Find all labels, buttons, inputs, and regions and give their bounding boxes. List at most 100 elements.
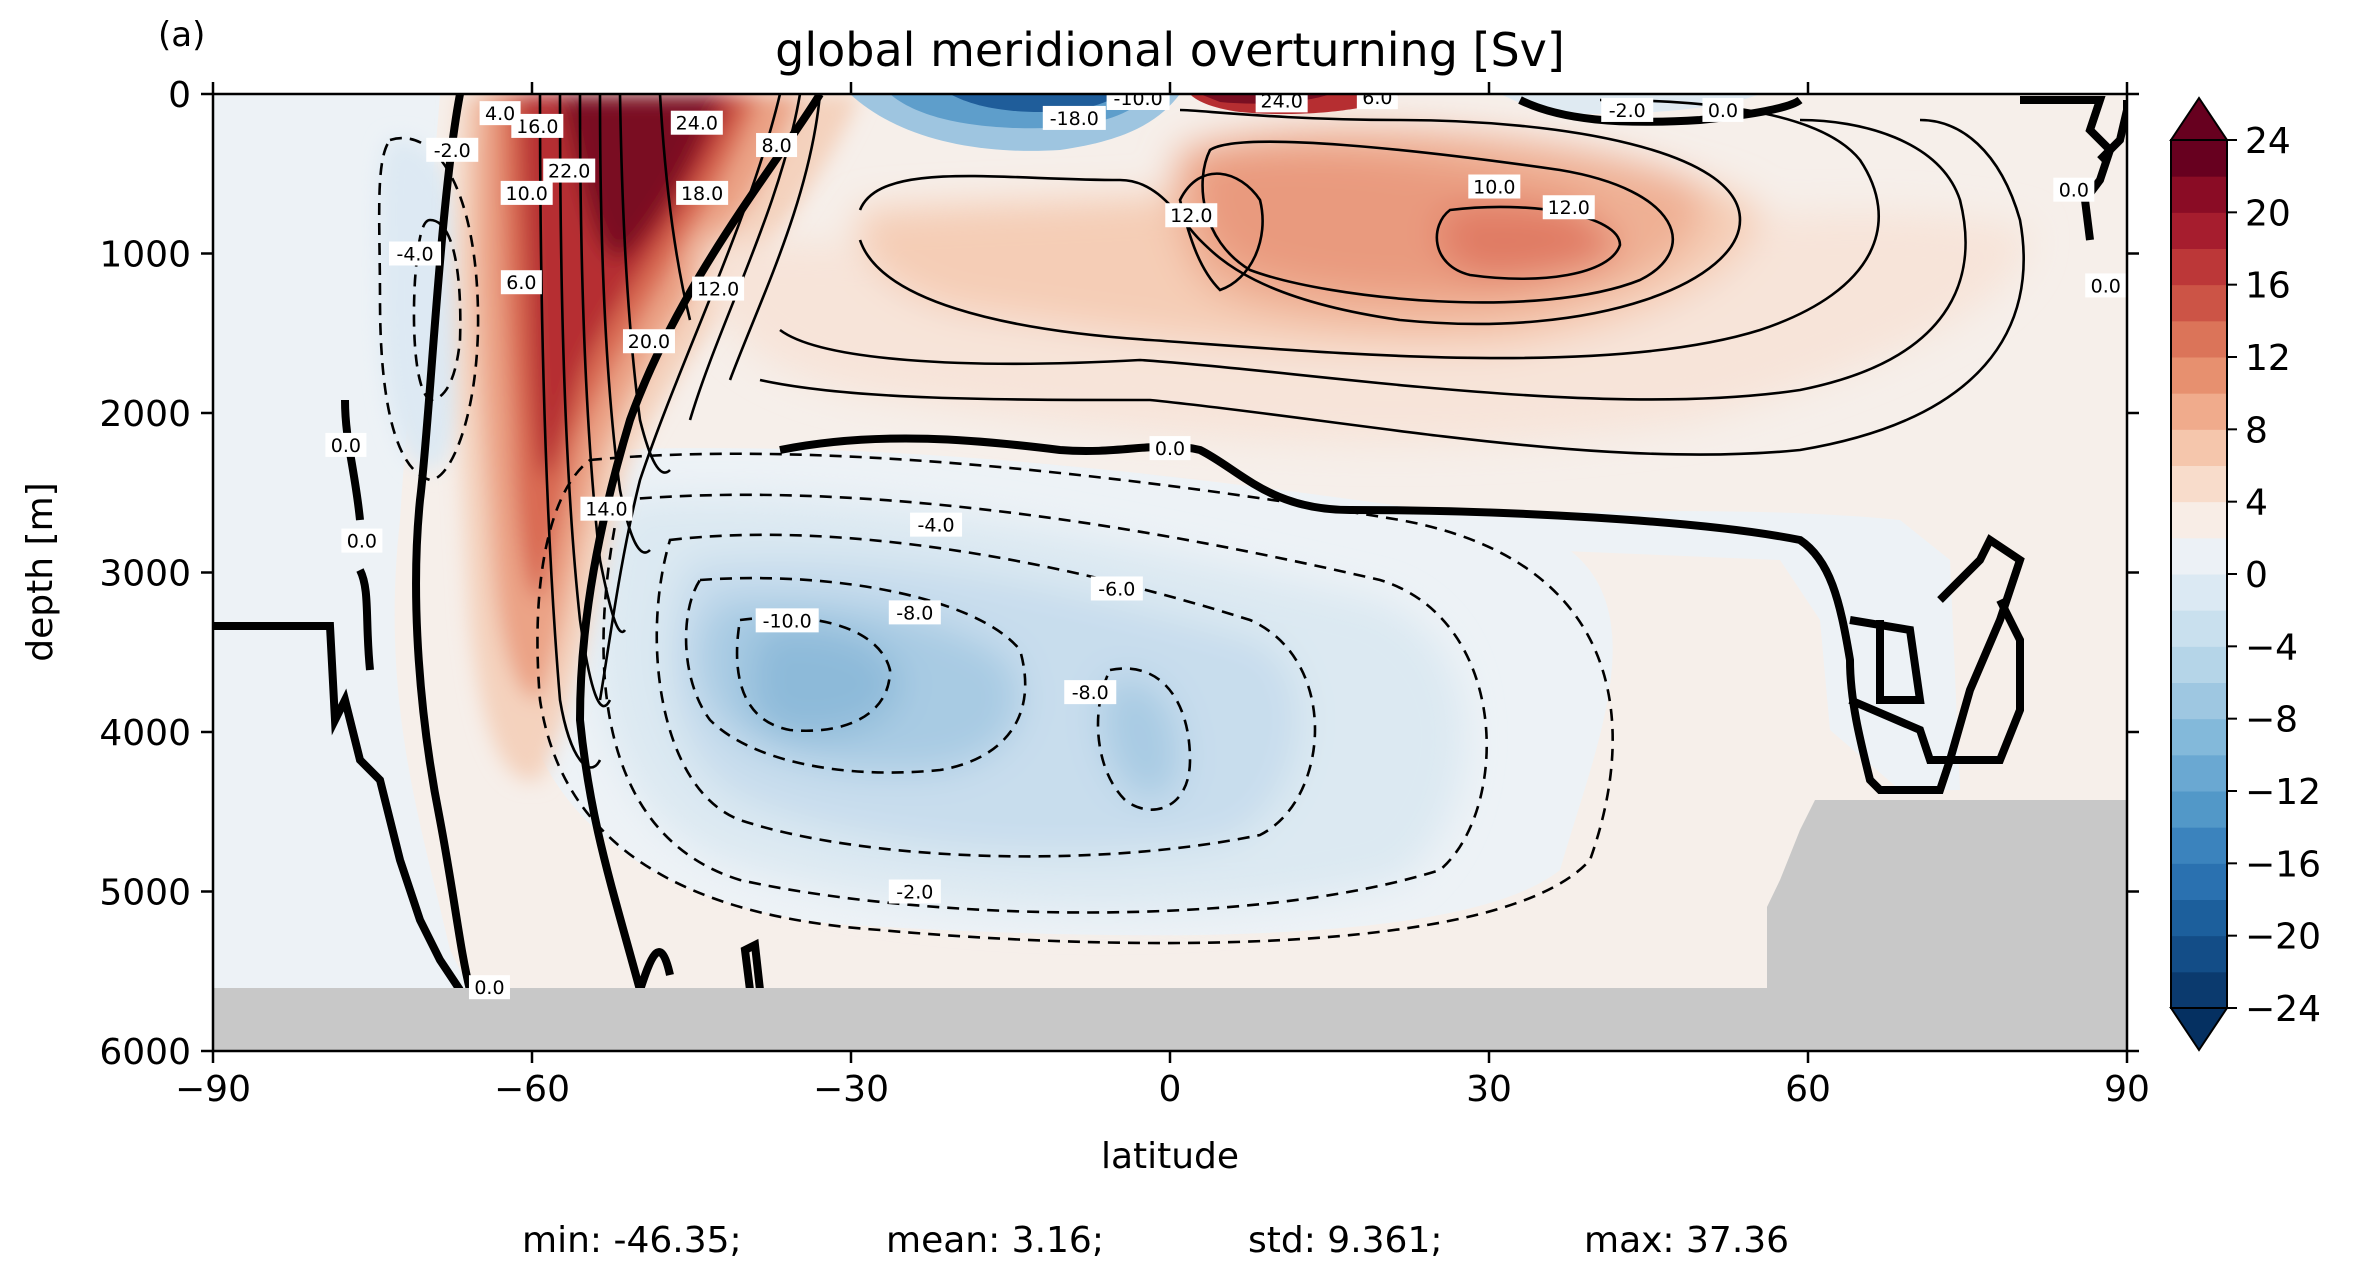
contour-label-bg xyxy=(1255,94,1308,113)
contour-label-bg xyxy=(479,101,521,126)
y-tick-label: 1000 xyxy=(99,235,191,276)
y-tick-label: 6000 xyxy=(99,1032,191,1073)
colorbar-extend-min xyxy=(2169,1007,2229,1052)
y-axis-label: depth [m] xyxy=(20,482,61,661)
contour-label-bg xyxy=(692,276,745,301)
contour-label-bg xyxy=(1702,97,1744,122)
colorbar-segment xyxy=(2171,357,2227,394)
colorbar: 24 20 16 12 8 4 0 −4 −8 −12 −16 −20 −24 xyxy=(2169,96,2321,1052)
contour-label-bg xyxy=(756,133,798,158)
contour-label: 10.0 xyxy=(506,183,548,205)
contour-label-bg xyxy=(888,600,941,625)
contour-label: -8.0 xyxy=(1072,682,1109,704)
contour-label-bg xyxy=(676,180,729,205)
contour-label: 22.0 xyxy=(548,161,590,183)
contour-label-bg xyxy=(500,270,542,295)
contour-label: -2.0 xyxy=(896,882,933,904)
contour-label: -2.0 xyxy=(1609,100,1646,122)
colorbar-tick-label: 16 xyxy=(2245,266,2291,307)
colorbar-segment xyxy=(2171,320,2227,358)
contour-label: 24.0 xyxy=(676,113,718,135)
colorbar-segment xyxy=(2171,248,2227,286)
zero-contour xyxy=(213,94,2127,993)
y-tick-label: 2000 xyxy=(99,394,191,435)
colorbar-tick-label: 24 xyxy=(2245,121,2291,162)
contour-label: 12.0 xyxy=(1548,197,1590,219)
colorbar-segment xyxy=(2171,537,2227,575)
colorbar-segment xyxy=(2171,935,2227,973)
colorbar-tick-label: 8 xyxy=(2245,410,2268,451)
contour-label: 0.0 xyxy=(2059,180,2089,202)
contour-label: -18.0 xyxy=(1050,108,1099,130)
north-atlantic-deep-weak xyxy=(1180,511,1960,790)
contour-label: -4.0 xyxy=(396,244,433,266)
contour-label: 0.0 xyxy=(474,977,504,999)
colorbar-segment xyxy=(2171,284,2227,322)
colorbar-segment xyxy=(2171,682,2227,720)
contour-label-bg xyxy=(755,608,819,633)
x-tick-label: −30 xyxy=(813,1069,889,1110)
contour-label-bg xyxy=(325,432,367,457)
contour-label: 10.0 xyxy=(1473,177,1515,199)
colorbar-tick-label: −20 xyxy=(2245,917,2321,958)
colorbar-segment xyxy=(2171,971,2227,1009)
contour-label-bg xyxy=(389,241,442,266)
contour-label: -4.0 xyxy=(918,515,955,537)
x-tick-label: 90 xyxy=(2104,1069,2150,1110)
contour-label: 12.0 xyxy=(697,279,739,301)
contour-label: 0.0 xyxy=(347,531,377,553)
x-tick-label: 30 xyxy=(1466,1069,1512,1110)
y-tick-label: 0 xyxy=(168,75,191,116)
contour-label-bg xyxy=(1149,436,1191,461)
stat-std: std: 9.361; xyxy=(1248,1220,1442,1261)
contour-label-bg xyxy=(1090,576,1143,601)
contour-label: -6.0 xyxy=(1098,578,1135,600)
colorbar-segment xyxy=(2171,574,2227,611)
x-tick-label: 0 xyxy=(1159,1069,1182,1110)
contour-labels: 0.0 -4.0 -6.0 -8.0 -10.0 -8.0 -2.0 0.0 0.0 0.0 -2.… xyxy=(325,88,2127,1000)
stat-mean: mean: 3.16; xyxy=(886,1220,1104,1261)
colorbar-tick-label: −16 xyxy=(2245,844,2321,885)
contour-label: 6.0 xyxy=(506,272,536,294)
y-tick-label: 5000 xyxy=(99,873,191,914)
chart-title: global meridional overturning [Sv] xyxy=(775,23,1565,77)
y-tick-label: 3000 xyxy=(99,554,191,595)
contour-label-bg xyxy=(341,528,383,553)
x-axis: −90 −60 −30 0 30 60 90 xyxy=(175,82,2150,1110)
colorbar-segment xyxy=(2171,393,2227,430)
y-tick-label: 4000 xyxy=(99,713,191,754)
plot-area: 0.0 -4.0 -6.0 -8.0 -10.0 -8.0 -2.0 0.0 0.0 0.0 -2.… xyxy=(213,88,2127,1051)
contour-label-bg xyxy=(511,113,564,138)
contour-label: 4.0 xyxy=(485,103,515,125)
contour-label-bg xyxy=(888,879,941,904)
contour-label-bg xyxy=(1165,203,1218,228)
x-tick-label: 60 xyxy=(1785,1069,1831,1110)
contour-label: -10.0 xyxy=(1114,88,1163,110)
x-tick-label: −60 xyxy=(494,1069,570,1110)
contour-label: 0.0 xyxy=(2091,275,2121,297)
contour-label: 16.0 xyxy=(516,116,558,138)
contour-label: 0.0 xyxy=(1155,438,1185,460)
contour-label-bg xyxy=(468,975,510,1000)
colorbar-segment xyxy=(2171,140,2227,177)
panel-label: (a) xyxy=(158,15,205,55)
x-tick-label: −90 xyxy=(175,1069,251,1110)
colorbar-segment xyxy=(2171,863,2227,900)
deep-negative-cell xyxy=(596,496,1465,913)
contour-label: 0.0 xyxy=(331,435,361,457)
colorbar-segment xyxy=(2171,791,2227,828)
colorbar-segment xyxy=(2171,827,2227,864)
contour-label: 18.0 xyxy=(681,183,723,205)
colorbar-segment xyxy=(2171,465,2227,503)
colorbar-tick-label: 20 xyxy=(2245,193,2291,234)
colorbar-segment xyxy=(2171,646,2227,683)
contour-label-bg xyxy=(580,496,633,521)
contour-label-bg xyxy=(1601,97,1654,122)
colorbar-segment xyxy=(2171,899,2227,937)
stat-max: max: 37.36 xyxy=(1584,1220,1789,1261)
contour-label: 24.0 xyxy=(1260,90,1302,112)
stat-min: min: -46.35; xyxy=(522,1220,742,1261)
contour-label: -2.0 xyxy=(434,140,471,162)
contour-label-bg xyxy=(2053,177,2095,202)
